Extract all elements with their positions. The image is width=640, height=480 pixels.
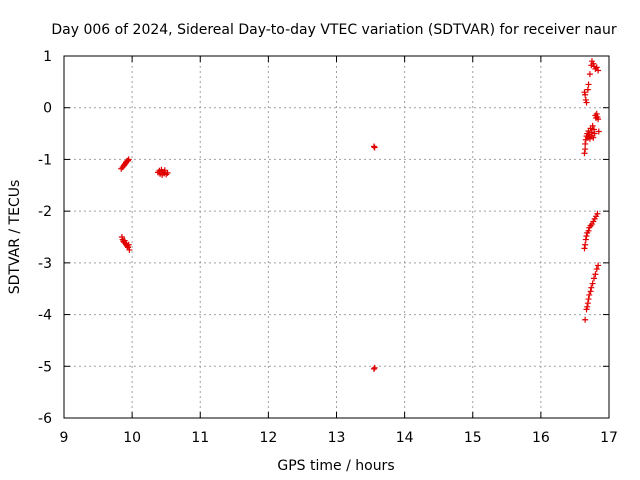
data-point	[587, 288, 594, 295]
y-tick-label: -6	[38, 411, 52, 427]
data-point	[371, 144, 378, 151]
y-tick-label: -1	[38, 152, 52, 168]
data-point	[586, 71, 593, 78]
data-point	[370, 365, 377, 372]
x-tick-label: 16	[532, 430, 550, 446]
x-tick-label: 13	[328, 430, 346, 446]
data-point	[592, 271, 599, 278]
data-point	[370, 143, 377, 150]
data-points	[118, 58, 602, 372]
data-point	[593, 64, 600, 71]
data-point	[582, 91, 589, 98]
data-point	[125, 157, 132, 164]
x-tick-label: 17	[600, 430, 618, 446]
data-point	[582, 140, 589, 147]
y-tick-label: -2	[38, 204, 52, 220]
y-tick-label: -4	[38, 308, 52, 324]
data-point	[581, 150, 588, 157]
data-point	[589, 280, 596, 287]
x-tick-label: 14	[396, 430, 414, 446]
y-tick-label: -5	[38, 359, 52, 375]
data-point	[582, 236, 589, 243]
data-point	[595, 128, 602, 135]
data-point	[582, 241, 589, 248]
data-point	[584, 303, 591, 310]
x-axis-label: GPS time / hours	[277, 458, 394, 474]
x-tick-label: 15	[464, 430, 482, 446]
data-point	[591, 275, 598, 282]
data-point	[589, 122, 596, 129]
data-point	[588, 129, 595, 136]
y-axis-label: SDTVAR / TECUs	[7, 180, 23, 295]
data-point	[585, 81, 592, 88]
data-point	[585, 227, 592, 234]
grid-lines	[64, 56, 609, 418]
x-tick-label: 10	[123, 430, 141, 446]
data-point	[594, 210, 601, 217]
x-tick-label: 12	[259, 430, 277, 446]
data-point	[593, 110, 600, 117]
data-point	[581, 245, 588, 252]
data-point	[584, 300, 591, 307]
data-point	[583, 232, 590, 239]
data-point	[583, 99, 590, 106]
x-tick-label: 11	[191, 430, 209, 446]
data-point	[584, 86, 591, 93]
data-point	[588, 284, 595, 291]
data-point	[582, 146, 589, 153]
y-tick-label: 1	[43, 49, 52, 65]
data-point	[591, 126, 598, 133]
data-point	[595, 116, 602, 123]
data-point	[585, 296, 592, 303]
chart-title: Day 006 of 2024, Sidereal Day-to-day VTE…	[51, 22, 617, 38]
data-point	[125, 156, 132, 163]
data-point	[586, 291, 593, 298]
y-tick-label: -3	[38, 256, 52, 272]
data-point	[591, 130, 598, 137]
data-point	[371, 364, 378, 371]
y-tick-label: 0	[43, 101, 52, 117]
data-point	[125, 241, 132, 248]
data-point	[582, 316, 589, 323]
data-point	[595, 67, 602, 74]
data-point	[593, 266, 600, 273]
data-point	[164, 169, 171, 176]
data-point	[590, 134, 597, 141]
x-tick-label: 9	[60, 430, 69, 446]
data-point	[126, 246, 133, 253]
data-point	[595, 262, 602, 269]
